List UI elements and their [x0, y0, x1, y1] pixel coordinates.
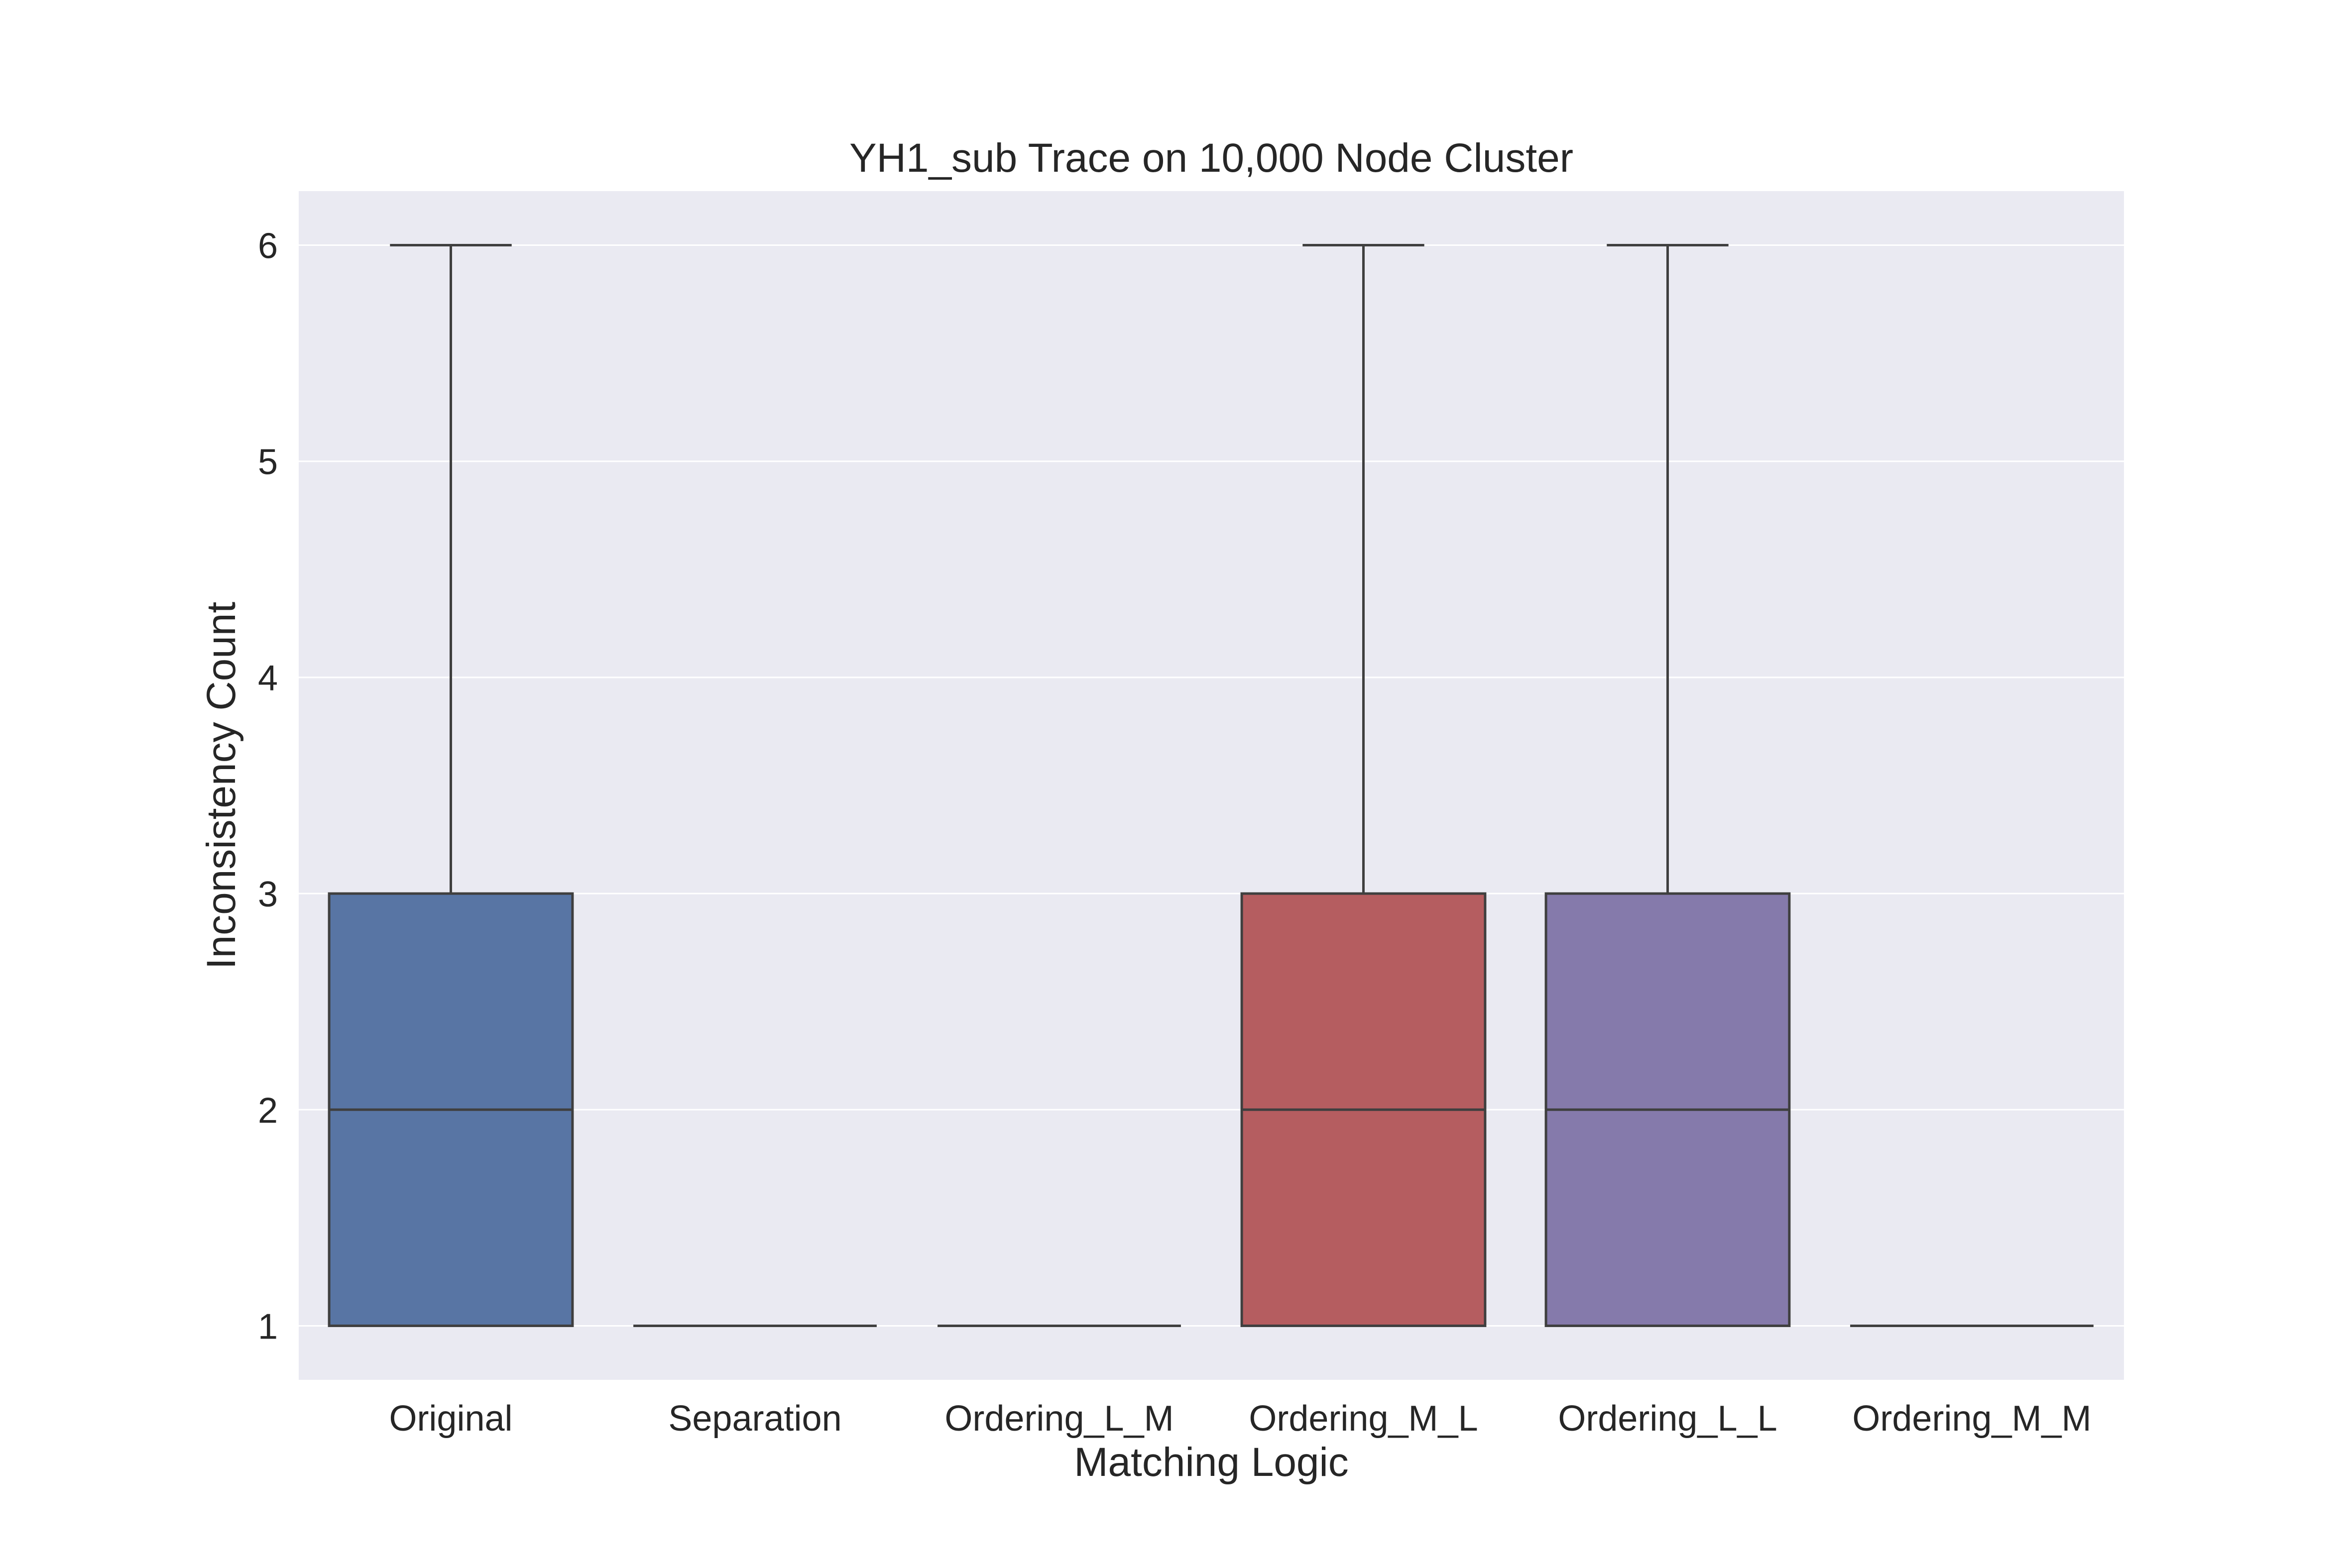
x-tick-labels: Original Separation Ordering_L_M Ordering_M… — [389, 1399, 2091, 1439]
x-tick-label-Ordering_L_M: Ordering_L_M — [944, 1399, 1173, 1439]
y-tick-label-6: 6 — [258, 226, 278, 266]
box-Ordering_M_L — [1240, 244, 1487, 1327]
boxes — [328, 244, 2094, 1327]
plot-area — [299, 191, 2124, 1380]
x-tick-label-Ordering_M_L: Ordering_M_L — [1249, 1399, 1478, 1439]
x-tick-label-Separation: Separation — [668, 1399, 841, 1439]
y-tick-label-3: 3 — [258, 875, 278, 914]
x-tick-label-Ordering_L_L: Ordering_L_L — [1558, 1399, 1777, 1439]
y-tick-label-1: 1 — [258, 1307, 278, 1346]
y-tick-label-4: 4 — [258, 659, 278, 698]
x-axis-label: Matching Logic — [1074, 1440, 1349, 1485]
x-tick-label-Original: Original — [389, 1399, 512, 1439]
y-tick-label-2: 2 — [258, 1091, 278, 1130]
chart-title: YH1_sub Trace on 10,000 Node Cluster — [849, 135, 1573, 181]
gridlines — [299, 244, 2124, 1327]
y-axis-label: Inconsistency Count — [199, 602, 244, 970]
y-tick-label-5: 5 — [258, 443, 278, 482]
box-Ordering_L_L — [1544, 244, 1791, 1327]
x-tick-label-Ordering_M_M: Ordering_M_M — [1852, 1399, 2091, 1439]
y-tick-labels: 1 2 3 4 5 6 — [258, 226, 278, 1347]
box-Original — [328, 244, 574, 1327]
